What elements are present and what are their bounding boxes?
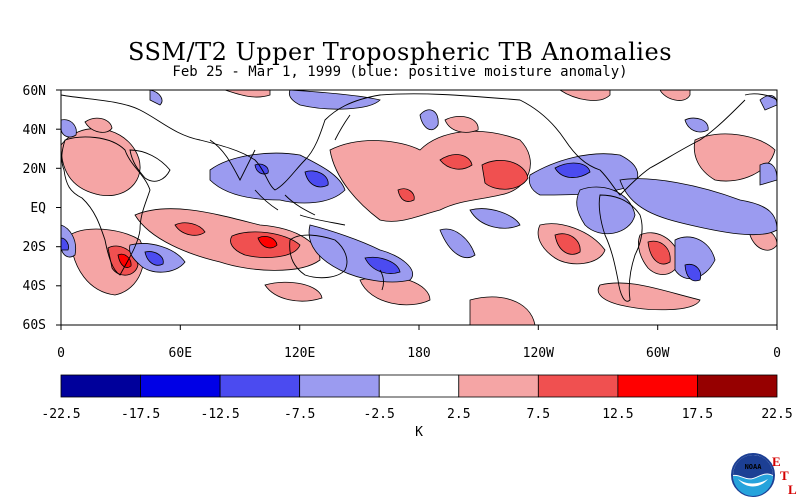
colorbar-swatch bbox=[617, 374, 698, 398]
colorbar-tick-label: -2.5 bbox=[364, 407, 395, 422]
latitude-labels: 60N 40N 20N EQ 20S 40S 60S bbox=[23, 84, 47, 333]
map-subtitle: Feb 25 - Mar 1, 1999 (blue: positive moi… bbox=[172, 64, 628, 80]
colorbar-swatch bbox=[458, 374, 539, 398]
anomaly-negative-region bbox=[288, 90, 381, 110]
anomaly-positive-region bbox=[257, 236, 278, 249]
anomaly-positive-region bbox=[224, 90, 271, 98]
map-title: SSM/T2 Upper Tropospheric TB Anomalies bbox=[127, 38, 673, 66]
colorbar-tick-label: 7.5 bbox=[527, 407, 550, 422]
anomaly-positive-region bbox=[481, 160, 529, 190]
anomaly-negative-region bbox=[759, 95, 777, 111]
lon-label: 0 bbox=[773, 346, 781, 361]
colorbar-swatch bbox=[60, 374, 141, 398]
anomaly-negative-region bbox=[149, 90, 163, 106]
anomaly-negative-region bbox=[759, 162, 777, 186]
logo-agency-text: NOAA bbox=[745, 463, 763, 471]
anomaly-positive-region bbox=[69, 228, 145, 296]
anomaly-negative-region bbox=[619, 178, 777, 236]
colorbar-swatch bbox=[299, 374, 380, 398]
anomaly-negative-region bbox=[61, 119, 77, 138]
anomaly-negative-region bbox=[684, 117, 709, 133]
anomaly-negative-region bbox=[439, 228, 476, 258]
anomaly-field bbox=[61, 90, 777, 325]
coastline-nz bbox=[379, 269, 384, 291]
logo-letter-e: E bbox=[772, 454, 781, 469]
noaa-etl-logo: NOAA E T L bbox=[728, 452, 800, 500]
anomaly-positive-region bbox=[469, 296, 536, 325]
lon-label: 180 bbox=[407, 346, 430, 361]
colorbar bbox=[60, 374, 778, 398]
map-tick-marks bbox=[56, 89, 778, 330]
coastline-africa bbox=[61, 136, 151, 276]
colorbar-tick-labels: -22.5 -17.5 -12.5 -7.5 -2.5 2.5 7.5 12.5… bbox=[41, 407, 792, 422]
anomaly-negative-region bbox=[576, 186, 636, 234]
anomaly-positive-region bbox=[264, 281, 323, 302]
colorbar-tick-label: 12.5 bbox=[602, 407, 633, 422]
colorbar-tick-label: -7.5 bbox=[284, 407, 315, 422]
anomaly-positive-region bbox=[329, 130, 531, 222]
colorbar-tick-label: -12.5 bbox=[201, 407, 240, 422]
coastline-south-america bbox=[598, 194, 643, 302]
lon-label: 120W bbox=[523, 346, 554, 361]
lat-label: EQ bbox=[30, 201, 46, 216]
lat-label: 60S bbox=[23, 318, 46, 333]
anomaly-positive-region bbox=[554, 233, 581, 255]
colorbar-swatch bbox=[537, 374, 619, 398]
lat-label: 20N bbox=[23, 162, 46, 177]
colorbar-tick-label: 2.5 bbox=[447, 407, 470, 422]
coastline-north-america bbox=[519, 99, 746, 196]
coastlines bbox=[61, 93, 777, 302]
anomaly-negative-region bbox=[684, 263, 702, 282]
anomaly-positive-region bbox=[117, 253, 132, 268]
coastline-greenland bbox=[744, 93, 777, 101]
anomaly-positive-region bbox=[559, 90, 611, 101]
coastline-india bbox=[209, 139, 256, 181]
anomaly-positive-region bbox=[647, 240, 671, 265]
lat-label: 60N bbox=[23, 84, 46, 99]
anomaly-negative-region bbox=[419, 109, 439, 131]
lon-label: 120E bbox=[284, 346, 315, 361]
coastline-australia bbox=[289, 234, 348, 279]
anomaly-negative-region bbox=[469, 208, 521, 229]
colorbar-tick-label: 17.5 bbox=[682, 407, 713, 422]
colorbar-swatch bbox=[378, 374, 460, 398]
anomaly-negative-region bbox=[364, 256, 401, 274]
anomaly-positive-region bbox=[84, 117, 113, 133]
lon-label: 0 bbox=[57, 346, 65, 361]
coastline-japan bbox=[334, 114, 351, 141]
colorbar-swatch bbox=[697, 374, 778, 398]
anomaly-negative-region bbox=[304, 170, 329, 188]
anomaly-positive-region bbox=[174, 222, 206, 236]
lon-label: 60E bbox=[169, 346, 192, 361]
anomaly-negative-region bbox=[144, 251, 164, 266]
colorbar-tick-label: 22.5 bbox=[761, 407, 792, 422]
anomaly-positive-region bbox=[659, 90, 691, 101]
colorbar-swatch bbox=[219, 374, 301, 398]
logo-letter-t: T bbox=[780, 468, 789, 483]
lat-label: 20S bbox=[23, 240, 46, 255]
coastline-se-asia bbox=[254, 189, 346, 226]
coastline-eurasia bbox=[61, 93, 521, 191]
colorbar-tick-label: -17.5 bbox=[121, 407, 160, 422]
anomaly-negative-region bbox=[209, 152, 346, 204]
anomaly-positive-region bbox=[597, 282, 701, 311]
anomaly-negative-region bbox=[308, 224, 413, 283]
anomaly-negative-region bbox=[554, 162, 591, 178]
colorbar-unit: K bbox=[415, 425, 423, 440]
anomaly-positive-region bbox=[439, 154, 473, 170]
logo-letter-l: L bbox=[788, 482, 797, 497]
anomaly-negative-region bbox=[61, 237, 69, 251]
coastline-arabia bbox=[129, 149, 171, 182]
lon-label: 60W bbox=[646, 346, 670, 361]
anomaly-positive-region bbox=[444, 116, 479, 133]
longitude-labels: 0 60E 120E 180 120W 60W 0 bbox=[57, 346, 781, 361]
lat-label: 40S bbox=[23, 279, 46, 294]
noaa-emblem-icon: NOAA bbox=[731, 453, 775, 497]
colorbar-tick-label: -22.5 bbox=[41, 407, 80, 422]
anomaly-positive-region bbox=[693, 133, 776, 182]
anomaly-positive-region bbox=[397, 188, 415, 202]
lat-label: 40N bbox=[23, 123, 46, 138]
colorbar-swatch bbox=[140, 374, 221, 398]
